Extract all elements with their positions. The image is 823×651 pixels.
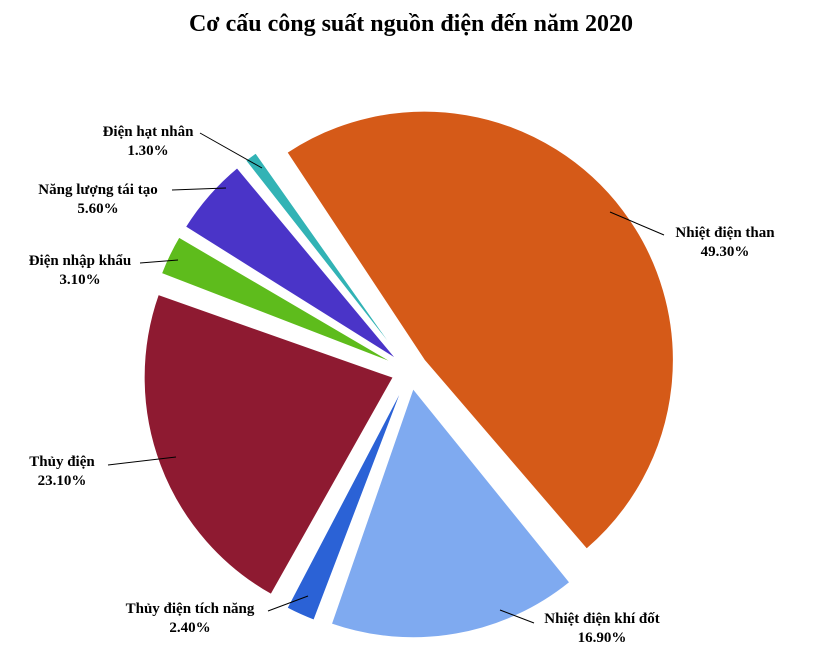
leader-line-7 <box>199 132 263 169</box>
slice-label-4: Thủy điện <box>29 454 95 470</box>
pie-slice-7 <box>245 152 400 357</box>
slice-label-5: Điện nhập khẩu <box>29 253 132 269</box>
slice-value-7: 1.30% <box>127 143 168 159</box>
pie-slice-3 <box>286 387 404 621</box>
pie-slice-2 <box>330 387 571 639</box>
slice-labels: Nhiệt điện than 49.30% Nhiệt điện khí đốt 1… <box>29 124 776 646</box>
chart-title: Cơ cấu công suất nguồn điện đến năm 2020 <box>189 11 633 37</box>
slice-value-6: 5.60% <box>77 201 118 217</box>
slice-label-1: Nhiệt điện than <box>675 225 775 241</box>
leader-line-5 <box>139 259 179 264</box>
leader-line-1 <box>609 211 665 236</box>
slice-label-2: Nhiệt điện khí đốt <box>544 611 659 627</box>
slice-value-1: 49.30% <box>701 244 750 260</box>
slice-label-3: Thủy điện tích năng <box>126 601 255 617</box>
slice-value-4: 23.10% <box>38 473 87 489</box>
pie-slice-4 <box>143 293 394 596</box>
leader-line-2 <box>499 609 535 624</box>
pie-slice-1 <box>286 110 674 550</box>
pie-slice-6 <box>184 167 397 360</box>
pie-slices <box>143 110 674 639</box>
slice-label-6: Năng lượng tái tạo <box>38 182 157 198</box>
slice-value-2: 16.90% <box>578 630 627 646</box>
slice-value-3: 2.40% <box>169 620 210 636</box>
pie-slice-5 <box>160 236 395 364</box>
leader-lines <box>107 132 665 624</box>
leader-line-6 <box>171 187 227 191</box>
slice-label-7: Điện hạt nhân <box>103 124 195 140</box>
slice-value-5: 3.10% <box>59 272 100 288</box>
leader-line-4 <box>107 456 177 466</box>
leader-line-3 <box>267 595 309 612</box>
